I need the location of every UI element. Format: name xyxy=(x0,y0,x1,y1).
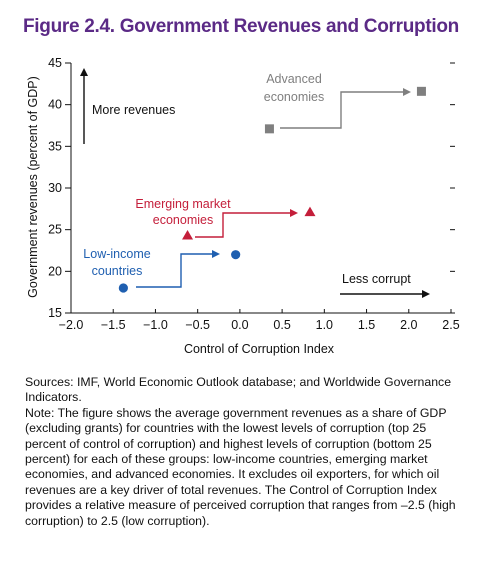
point-circle-0-1 xyxy=(231,250,241,260)
note-text: Note: The figure shows the average gover… xyxy=(25,405,456,528)
less-corrupt-label: Less corrupt xyxy=(342,272,411,286)
x-tick-label-4: 0.0 xyxy=(231,318,248,332)
low-income-connector xyxy=(136,250,220,288)
y-tick-label-5: 40 xyxy=(48,98,62,112)
more-revenues-label: More revenues xyxy=(92,103,175,117)
advanced-economies-label-line1: Advanced xyxy=(266,72,322,86)
tick-labels: 15 20 25 30 35 40 45 −2.0 −1.5 −1.0 −0.5 0.0 0.5 1.0 1… xyxy=(48,56,460,332)
x-axis-label: Control of Corruption Index xyxy=(184,342,335,356)
x-tick-label-6: 1.0 xyxy=(316,318,333,332)
x-tick-label-3: −0.5 xyxy=(185,318,210,332)
emerging-market-connector xyxy=(195,209,298,238)
chart: 15 20 25 30 35 40 45 −2.0 −1.5 −1.0 −0.5 0.0 0.5 1.0 1… xyxy=(26,56,460,356)
emerging-market-label-line2: economies xyxy=(153,213,213,227)
low-income-label-line2: countries xyxy=(92,264,143,278)
advanced-economies-label-line2: economies xyxy=(264,90,324,104)
x-tick-label-0: −2.0 xyxy=(59,318,84,332)
y-tick-label-3: 30 xyxy=(48,181,62,195)
x-tick-label-7: 1.5 xyxy=(358,318,375,332)
y-tick-label-2: 25 xyxy=(48,223,62,237)
point-circle-0-0 xyxy=(118,283,128,293)
sources-text: Sources: IMF, World Economic Outlook dat… xyxy=(25,375,452,405)
emerging-market-label-line1: Emerging market xyxy=(135,197,231,211)
axes xyxy=(65,62,455,314)
x-tick-label-9: 2.5 xyxy=(442,318,459,332)
y-tick-label-6: 45 xyxy=(48,56,62,70)
y-tick-label-1: 20 xyxy=(48,264,62,278)
y-tick-label-0: 15 xyxy=(48,306,62,320)
point-square-2-1 xyxy=(416,86,426,96)
point-square-2-0 xyxy=(264,124,274,134)
y-axis-label: Government revenues (percent of GDP) xyxy=(26,76,40,298)
x-tick-label-2: −1.0 xyxy=(143,318,168,332)
chart-title: Figure 2.4. Government Revenues and Corr… xyxy=(23,16,459,37)
low-income-label-line1: Low-income xyxy=(83,247,150,261)
advanced-economies-connector xyxy=(280,88,411,129)
x-tick-label-5: 0.5 xyxy=(273,318,290,332)
y-tick-label-4: 35 xyxy=(48,139,62,153)
notes: Sources: IMF, World Economic Outlook dat… xyxy=(25,375,470,529)
x-tick-label-8: 2.0 xyxy=(400,318,417,332)
point-triangle-1-1 xyxy=(304,206,316,217)
point-triangle-1-0 xyxy=(182,230,194,240)
x-tick-label-1: −1.5 xyxy=(101,318,126,332)
data-points xyxy=(118,86,426,293)
